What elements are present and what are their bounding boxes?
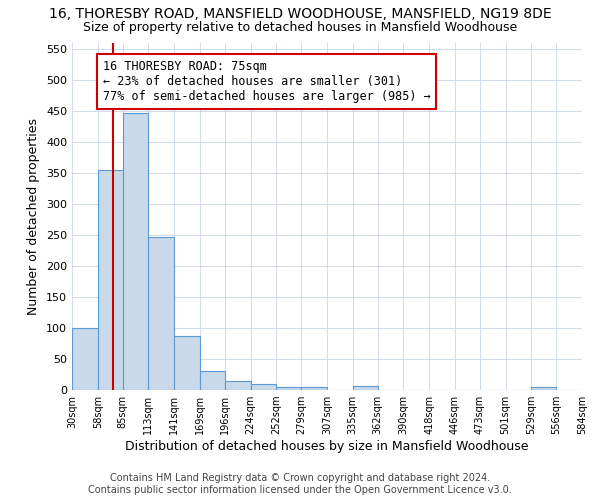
Bar <box>225 382 251 390</box>
Bar <box>174 336 200 390</box>
Bar <box>148 238 174 390</box>
Text: 16, THORESBY ROAD, MANSFIELD WOODHOUSE, MANSFIELD, NG19 8DE: 16, THORESBY ROAD, MANSFIELD WOODHOUSE, … <box>49 8 551 22</box>
Bar <box>277 387 301 390</box>
Y-axis label: Number of detached properties: Number of detached properties <box>28 118 40 315</box>
Bar <box>251 384 277 390</box>
Bar <box>72 328 98 390</box>
Bar <box>98 170 122 390</box>
Text: 16 THORESBY ROAD: 75sqm
← 23% of detached houses are smaller (301)
77% of semi-d: 16 THORESBY ROAD: 75sqm ← 23% of detache… <box>103 60 430 103</box>
Bar <box>122 112 148 390</box>
Bar <box>301 387 327 390</box>
Text: Contains HM Land Registry data © Crown copyright and database right 2024.
Contai: Contains HM Land Registry data © Crown c… <box>88 474 512 495</box>
Text: Size of property relative to detached houses in Mansfield Woodhouse: Size of property relative to detached ho… <box>83 21 517 34</box>
X-axis label: Distribution of detached houses by size in Mansfield Woodhouse: Distribution of detached houses by size … <box>125 440 529 453</box>
Bar <box>200 372 225 390</box>
Bar <box>532 387 556 390</box>
Bar <box>353 386 377 390</box>
